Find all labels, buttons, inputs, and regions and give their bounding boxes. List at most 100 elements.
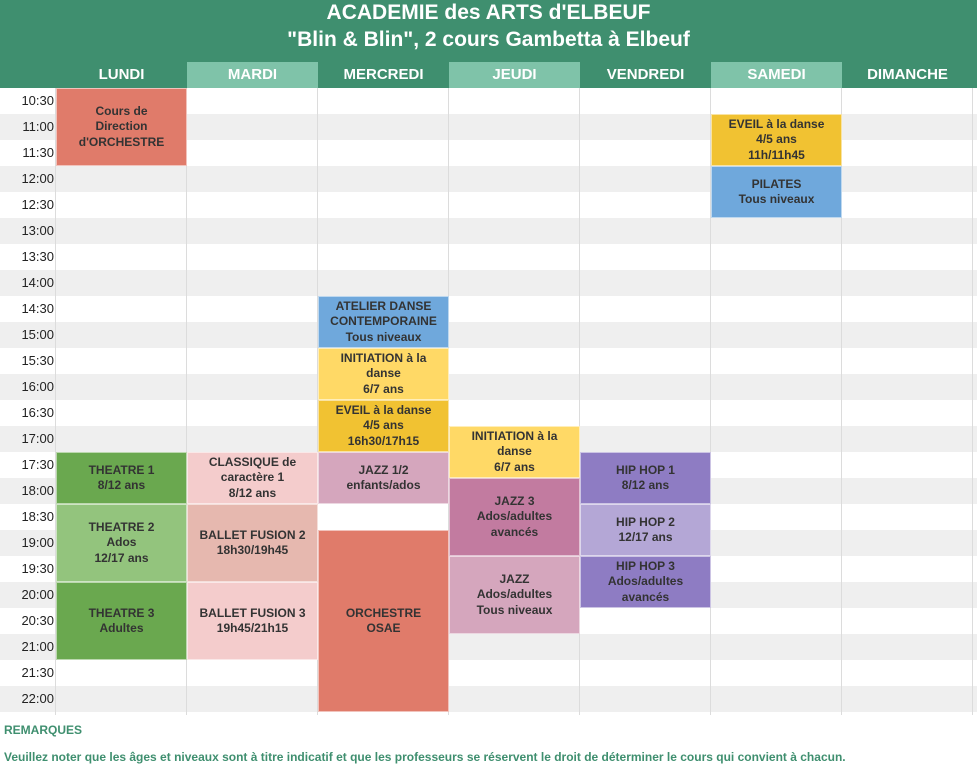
time-label: 11:00 — [22, 119, 54, 134]
course-text: Cours de — [95, 103, 148, 118]
course-block: Cours de Direction d'ORCHESTRE — [56, 88, 187, 166]
course-text: Ados — [106, 535, 137, 550]
course-text: INITIATION à la — [340, 350, 427, 365]
time-label: 16:30 — [21, 405, 54, 420]
course-block: THEATRE 1 8/12 ans — [56, 452, 187, 504]
course-text: THEATRE 3 — [88, 605, 155, 620]
time-row — [0, 686, 977, 712]
course-text: danse — [366, 366, 401, 381]
time-row — [0, 218, 977, 244]
course-text: BALLET FUSION 2 — [199, 527, 306, 542]
page-subtitle: "Blin & Blin", 2 cours Gambetta à Elbeuf — [287, 28, 690, 51]
course-block: CLASSIQUE de caractère 1 8/12 ans — [187, 452, 318, 504]
time-label: 11:30 — [22, 145, 54, 160]
column-divider — [579, 88, 580, 715]
course-text: EVEIL à la danse — [728, 116, 825, 131]
day-header-lundi: LUNDI — [98, 66, 145, 83]
course-text: 8/12 ans — [228, 485, 277, 500]
time-label: 22:00 — [21, 691, 54, 706]
course-text: 16h30/17h15 — [347, 433, 420, 448]
course-text: Ados/adultes — [607, 574, 684, 589]
time-row — [0, 348, 977, 374]
course-text: 4/5 ans — [363, 418, 404, 433]
column-divider — [972, 88, 973, 715]
schedule-header: ACADEMIE des ARTS d'ELBEUF "Blin & Blin"… — [0, 0, 977, 62]
course-text: Tous niveaux — [476, 602, 553, 617]
page-title: ACADEMIE des ARTS d'ELBEUF — [326, 1, 651, 24]
time-label: 16:00 — [21, 379, 54, 394]
time-label: 17:30 — [21, 457, 54, 472]
course-text: JAZZ — [499, 571, 530, 586]
course-block: HIP HOP 3 Ados/adultes avancés — [580, 556, 711, 608]
time-label: 18:30 — [21, 509, 54, 524]
course-text: avancés — [621, 589, 670, 604]
course-text: ATELIER DANSE — [335, 298, 432, 313]
course-text: enfants/ados — [346, 478, 421, 492]
course-block: HIP HOP 1 8/12 ans — [580, 452, 711, 504]
remarks-title: REMARQUES — [4, 723, 83, 737]
time-label: 19:00 — [21, 535, 54, 550]
day-header-samedi: SAMEDI — [711, 62, 842, 88]
course-text: Direction — [95, 119, 148, 134]
course-block: EVEIL à la danse 4/5 ans 16h30/17h15 — [318, 400, 449, 452]
course-text: CLASSIQUE de — [208, 454, 297, 469]
remarks-text: Veuillez noter que les âges et niveaux s… — [4, 750, 846, 764]
course-block: HIP HOP 2 12/17 ans — [580, 504, 711, 556]
course-block: ORCHESTRE OSAE — [318, 530, 449, 712]
course-text: Ados/adultes — [476, 587, 553, 602]
course-block: EVEIL à la danse 4/5 ans 11h/11h45 — [711, 114, 842, 166]
column-divider — [317, 88, 318, 715]
time-label: 19:30 — [21, 561, 54, 576]
course-block: THEATRE 3 Adultes — [56, 582, 187, 660]
course-text: 18h30/19h45 — [216, 543, 289, 557]
time-row — [0, 244, 977, 270]
course-text: 12/17 ans — [94, 550, 149, 565]
course-block: INITIATION à la danse 6/7 ans — [449, 426, 580, 478]
course-text: HIP HOP 1 — [616, 462, 675, 477]
course-block: JAZZ 3 Ados/adultes avancés — [449, 478, 580, 556]
time-label: 15:00 — [21, 327, 54, 342]
course-text: CONTEMPORAINE — [330, 314, 437, 329]
time-label: 10:30 — [21, 93, 54, 108]
time-row — [0, 400, 977, 426]
course-block: ATELIER DANSE CONTEMPORAINE Tous niveaux — [318, 296, 449, 348]
course-text: Ados/adultes — [476, 509, 553, 524]
time-row — [0, 322, 977, 348]
column-divider — [186, 88, 187, 715]
course-text: JAZZ 1/2 — [358, 462, 409, 477]
time-row — [0, 296, 977, 322]
time-row — [0, 660, 977, 686]
course-text: 8/12 ans — [97, 478, 146, 492]
time-label: 21:00 — [21, 639, 54, 654]
time-label: 13:30 — [21, 249, 54, 264]
course-text: PILATES — [751, 176, 802, 191]
course-text: Adultes — [99, 621, 144, 635]
day-header-dimanche: DIMANCHE — [867, 66, 948, 83]
time-label: 20:00 — [21, 587, 54, 602]
course-text: 8/12 ans — [621, 478, 670, 492]
course-text: 12/17 ans — [618, 530, 673, 544]
time-label: 18:00 — [21, 483, 54, 498]
day-header-jeudi: JEUDI — [449, 62, 580, 88]
course-text: HIP HOP 3 — [616, 558, 675, 573]
course-text: EVEIL à la danse — [335, 402, 432, 417]
course-text: 6/7 ans — [494, 459, 535, 474]
course-text: JAZZ 3 — [494, 493, 535, 508]
course-text: HIP HOP 2 — [616, 514, 675, 529]
course-text: Tous niveaux — [738, 192, 815, 206]
time-label: 13:00 — [21, 223, 54, 238]
time-row — [0, 270, 977, 296]
course-text: THEATRE 1 — [88, 462, 155, 477]
course-text: THEATRE 2 — [88, 519, 155, 534]
time-label: 14:30 — [21, 301, 54, 316]
time-label: 14:00 — [21, 275, 54, 290]
day-header-vendredi: VENDREDI — [606, 66, 685, 83]
course-block: BALLET FUSION 2 18h30/19h45 — [187, 504, 318, 582]
day-header-mercredi: MERCREDI — [343, 66, 424, 83]
course-text: 19h45/21h15 — [216, 621, 289, 635]
course-text: d'ORCHESTRE — [78, 134, 165, 149]
time-label: 20:30 — [21, 613, 54, 628]
course-text: 6/7 ans — [363, 381, 404, 396]
course-block: BALLET FUSION 3 19h45/21h15 — [187, 582, 318, 660]
course-text: caractère 1 — [220, 470, 285, 485]
